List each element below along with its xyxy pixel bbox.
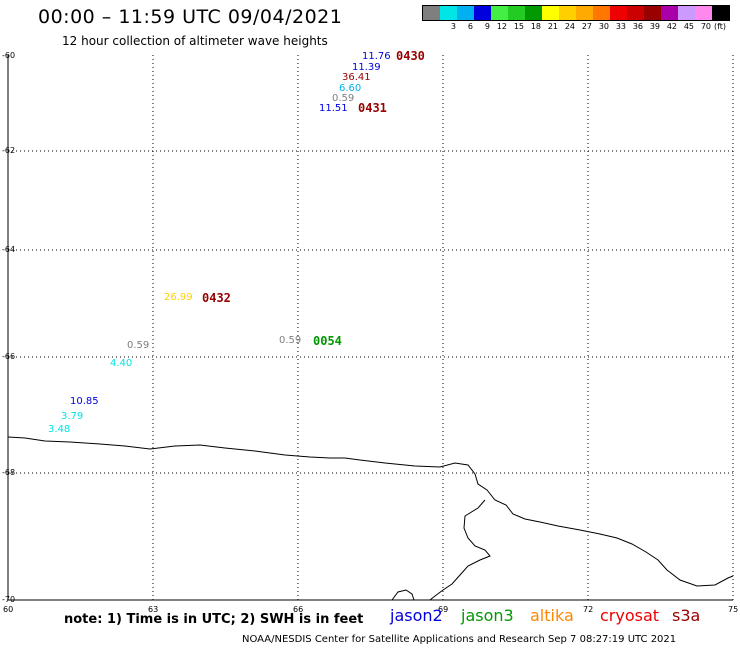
lon-label-72: 72 (583, 605, 594, 614)
mission-label-jason3: jason3 (461, 606, 514, 625)
wave-height-label: 6.60 (339, 83, 362, 94)
lat-label-64: -64 (2, 245, 16, 254)
lon-label-63: 63 (148, 605, 159, 614)
wave-height-label: 0.59 (127, 340, 150, 351)
footer-note: note: 1) Time is in UTC; 2) SWH is in fe… (64, 612, 364, 627)
color-scale-swatch (678, 6, 695, 20)
wave-height-label: 11.39 (352, 62, 381, 73)
ice-shelf-coastline (429, 499, 491, 601)
color-scale-tick-label: 33 (615, 22, 626, 31)
color-scale-tick-label: 15 (513, 22, 524, 31)
color-scale-tick-label: 3 (450, 22, 456, 31)
mission-label-s3a: s3a (672, 606, 701, 625)
pass-time-label: 0430 (396, 49, 425, 63)
wave-height-label: 3.79 (61, 411, 84, 422)
scale-unit: (ft) (714, 22, 727, 31)
wave-height-label: 11.51 (319, 103, 348, 114)
pass-time-label: 0431 (358, 101, 387, 115)
color-scale-swatch (474, 6, 491, 20)
pass-time-label: 0054 (313, 334, 342, 348)
lat-label-62: -62 (2, 146, 16, 155)
map-subtitle: 12 hour collection of altimeter wave hei… (62, 34, 328, 48)
wave-height-label: 4.40 (110, 358, 133, 369)
color-scale-swatch (644, 6, 661, 20)
mission-label-altika: altika (530, 606, 574, 625)
wave-height-label: 10.85 (70, 396, 99, 407)
color-scale-tick-label: 27 (581, 22, 592, 31)
color-scale-tick-label: 42 (666, 22, 677, 31)
color-scale-swatch (576, 6, 593, 20)
wave-height-label: 11.76 (362, 51, 391, 62)
credit-line: NOAA/NESDIS Center for Satellite Applica… (242, 634, 677, 645)
wave-height-label: 26.99 (164, 292, 193, 303)
color-scale-swatch (712, 6, 729, 20)
color-scale-swatch (491, 6, 508, 20)
color-scale-tick-label: 9 (484, 22, 490, 31)
color-scale-tick-label: 45 (683, 22, 694, 31)
wave-height-label: 0.59 (332, 93, 355, 104)
color-scale-swatch (525, 6, 542, 20)
color-scale-tick-label: 12 (496, 22, 507, 31)
color-scale-swatch (423, 6, 440, 20)
lon-label-60: 60 (3, 605, 14, 614)
map-title: 00:00 – 11:59 UTC 09/04/2021 (38, 6, 343, 28)
color-scale-tick-label: 18 (530, 22, 541, 31)
mission-label-cryosat: cryosat (600, 606, 660, 625)
color-scale-labels: 3 6 9 12 15 18 21 24 27 30 33 36 39 42 45 70 (422, 22, 728, 31)
color-scale-swatch (627, 6, 644, 20)
color-scale-swatch (610, 6, 627, 20)
color-scale-swatch (440, 6, 457, 20)
lat-label-68: -68 (2, 468, 16, 477)
color-scale-tick-label: 70 (700, 22, 711, 31)
wave-height-label: 0.59 (279, 335, 302, 346)
color-scale-swatch (695, 6, 712, 20)
pass-time-label: 0432 (202, 291, 231, 305)
antarctic-coastline (7, 436, 734, 587)
lon-label-66: 66 (293, 605, 304, 614)
color-scale-tick-label: 21 (547, 22, 558, 31)
color-scale-tick-label: 24 (564, 22, 575, 31)
lon-label-69: 69 (438, 605, 449, 614)
color-scale-swatch (508, 6, 525, 20)
wave-height-label: 36.41 (342, 72, 371, 83)
color-scale-tick-label: 39 (649, 22, 660, 31)
lat-label-70: -70 (2, 595, 16, 604)
longitude-gridlines (152, 55, 734, 600)
lat-label-60: -60 (2, 51, 16, 60)
color-scale-tick-label: 30 (598, 22, 609, 31)
color-scale-swatch (593, 6, 610, 20)
color-scale-swatch (542, 6, 559, 20)
color-scale-swatch (661, 6, 678, 20)
island-coastline (391, 589, 415, 601)
lon-label-75: 75 (728, 605, 739, 614)
color-scale-tick-label: 6 (467, 22, 473, 31)
wave-height-label: 3.48 (48, 424, 71, 435)
latitude-gridlines (8, 150, 733, 474)
wave-height-color-scale (422, 5, 730, 21)
color-scale-tick-label: 36 (632, 22, 643, 31)
lat-label-66: -66 (2, 352, 16, 361)
color-scale-swatch (457, 6, 474, 20)
color-scale-swatch (559, 6, 576, 20)
mission-label-jason2: jason2 (390, 606, 443, 625)
